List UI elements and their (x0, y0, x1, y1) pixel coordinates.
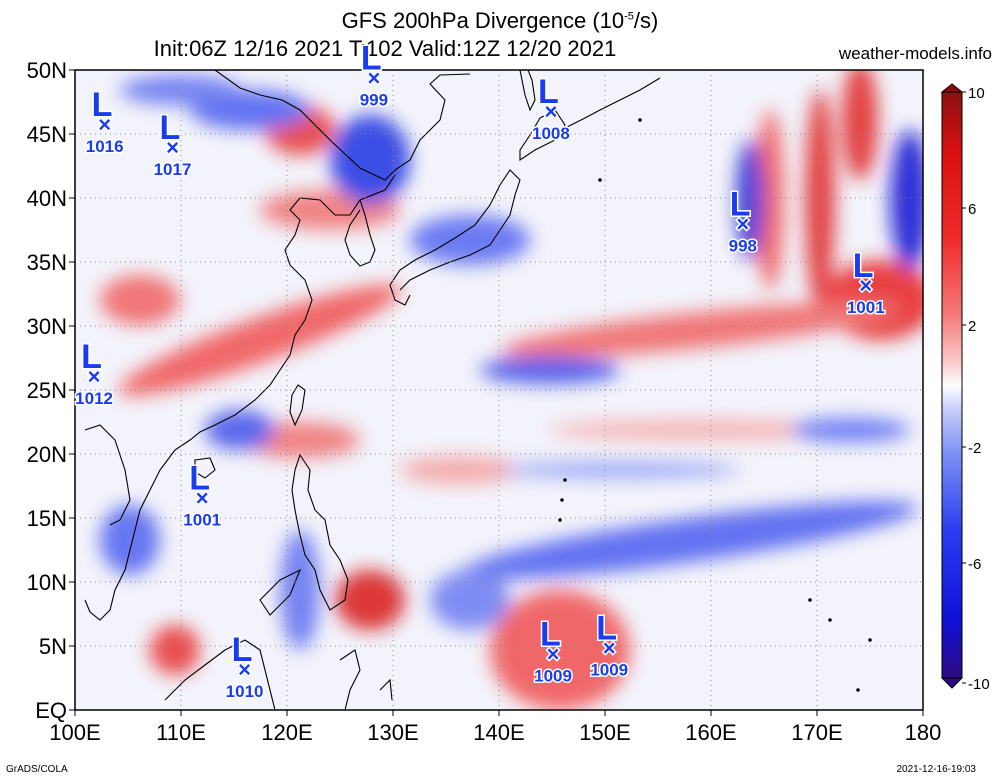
low-letter: L (361, 40, 382, 78)
low-letter: L (853, 247, 874, 285)
y-tick-label: 5N (39, 634, 67, 659)
low-pressure-value: 1016 (86, 137, 124, 156)
x-tick-label: 120E (261, 720, 312, 745)
low-pressure-value: 1001 (847, 298, 885, 317)
title-suffix: /s) (633, 8, 659, 33)
y-tick-label: 35N (27, 250, 67, 275)
y-tick-label: EQ (35, 698, 67, 723)
y-tick-label: 50N (27, 58, 67, 83)
low-pressure-value: 1009 (534, 667, 572, 686)
low-center-cross: × (196, 486, 209, 511)
low-letter: L (81, 338, 102, 376)
low-center-cross: × (603, 635, 616, 660)
low-center-cross: × (736, 212, 749, 237)
chart-subtitle: Init:06Z 12/16 2021 T:102 Valid:12Z 12/2… (153, 36, 617, 61)
y-tick-label: 45N (27, 122, 67, 147)
low-letter: L (596, 609, 617, 647)
low-marker: L×998 (727, 184, 758, 257)
low-letter: L (538, 73, 559, 111)
y-tick-label: 15N (27, 506, 67, 531)
colorbar-label: 6 (968, 201, 976, 218)
chart-title: GFS 200hPa Divergence (10-5/s) (0, 8, 1000, 34)
low-center-cross: × (545, 99, 558, 124)
low-letter: L (540, 616, 561, 654)
low-pressure-value: 1001 (183, 511, 221, 530)
low-letter: L (160, 109, 181, 147)
low-center-cross: × (98, 112, 111, 137)
x-tick-label: 140E (473, 720, 524, 745)
low-center-cross: × (238, 657, 251, 682)
low-center-cross: × (88, 364, 101, 389)
footer-credit: GrADS/COLA (6, 764, 68, 775)
colorbar: 10 6 2 -2 -6 -10 (940, 83, 990, 693)
graticule (75, 70, 923, 710)
colorbar-top-arrow (940, 83, 964, 93)
y-tick-label: 30N (27, 314, 67, 339)
footer-timestamp: 2021-12-16-19:03 (896, 764, 976, 775)
low-center-cross: × (859, 273, 872, 298)
colorbar-label: -10 (968, 676, 990, 693)
x-tick-label: 100E (49, 720, 100, 745)
low-center-cross: × (547, 642, 560, 667)
colorbar-ramp (941, 91, 963, 679)
y-tick-label: 10N (27, 570, 67, 595)
low-marker: L×1008 (531, 71, 572, 144)
low-letter: L (189, 460, 210, 498)
y-tick-label: 20N (27, 442, 67, 467)
x-tick-label: 110E (156, 720, 206, 745)
y-tick-label: 25N (27, 378, 67, 403)
low-marker: L×1012 (74, 336, 115, 409)
divergence-field (75, 70, 923, 710)
x-tick-label: 160E (685, 720, 736, 745)
title-prefix: GFS 200hPa Divergence (10 (341, 8, 625, 33)
low-letter: L (730, 186, 751, 224)
low-marker: L×1009 (533, 614, 574, 687)
x-tick-label: 150E (579, 720, 630, 745)
longitude-labels: 100E 110E 120E 130E 140E 150E 160E 170E 180 (49, 710, 941, 745)
low-center-cross: × (166, 135, 179, 160)
low-pressure-value: 999 (360, 91, 388, 110)
low-marker: L×1001 (845, 246, 886, 319)
latitude-labels: EQ 5N 10N 15N 20N 25N 30N 35N 40N 45N 50N (27, 58, 75, 723)
low-marker: L×1016 (84, 84, 125, 157)
colorbar-bottom-arrow (940, 677, 964, 689)
colorbar-label: 10 (968, 85, 985, 102)
low-letter: L (92, 86, 113, 124)
x-tick-label: 180 (905, 720, 942, 745)
low-pressure-value: 1017 (154, 160, 192, 179)
x-tick-label: 170E (791, 720, 842, 745)
title-exponent: -5 (624, 10, 634, 23)
low-pressure-value: 998 (729, 237, 757, 256)
x-tick-label: 130E (367, 720, 418, 745)
low-marker: L×999 (358, 38, 389, 111)
low-pressure-value: 1009 (590, 660, 628, 679)
low-center-cross: × (367, 66, 380, 91)
site-label: weather-models.info (838, 44, 992, 63)
low-marker: L×1017 (152, 107, 193, 180)
low-pressure-value: 1010 (226, 682, 264, 701)
low-marker: L×1001 (182, 458, 223, 531)
colorbar-label: -6 (968, 556, 981, 573)
colorbar-label: 2 (968, 318, 976, 335)
low-letter: L (232, 631, 253, 669)
low-marker: L×1010 (224, 630, 265, 703)
low-marker: L×1009 (589, 608, 630, 681)
colorbar-label: -2 (968, 440, 981, 457)
low-pressure-value: 1008 (532, 124, 570, 143)
low-pressure-value: 1012 (75, 389, 113, 408)
y-tick-label: 40N (27, 186, 67, 211)
